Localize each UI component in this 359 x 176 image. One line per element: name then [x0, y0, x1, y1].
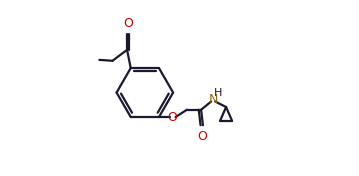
- Text: H: H: [214, 87, 223, 98]
- Text: O: O: [123, 17, 133, 30]
- Text: O: O: [168, 111, 178, 124]
- Text: N: N: [208, 93, 218, 106]
- Text: O: O: [197, 130, 207, 143]
